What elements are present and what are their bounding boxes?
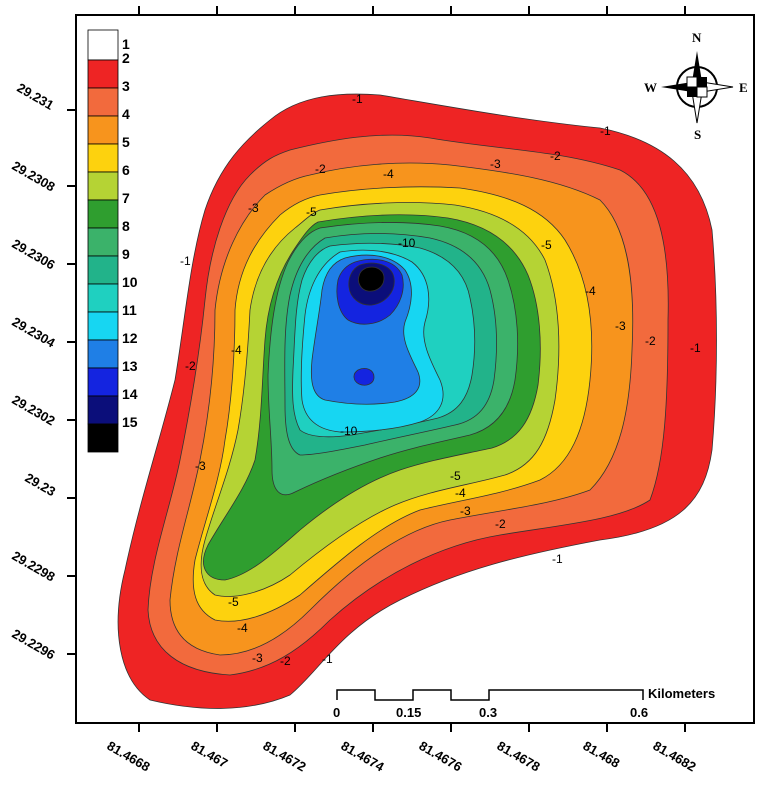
contour-label: -4 (383, 167, 394, 181)
band-13b (353, 368, 375, 386)
contour-label: -2 (550, 149, 561, 163)
compass-east-label: E (739, 80, 748, 95)
contour-label: -1 (600, 124, 611, 138)
compass-rose-icon (661, 51, 734, 124)
contour-label: -2 (185, 359, 196, 373)
bottom-ticks (138, 722, 686, 732)
band-15 (358, 266, 385, 292)
scale-tick-label: 0.15 (396, 705, 422, 720)
scale-tick-label: 0 (333, 705, 341, 720)
contour-label: -1 (352, 92, 363, 106)
contour-label: -5 (450, 469, 461, 483)
legend-label: 6 (122, 162, 130, 178)
top-ticks (138, 6, 686, 16)
left-ticks (67, 109, 77, 655)
scale-bar (336, 689, 644, 701)
contour-label: -2 (645, 334, 656, 348)
legend-label: 5 (122, 134, 130, 150)
contour-label: -4 (237, 621, 248, 635)
contour-label: -3 (252, 651, 263, 665)
legend-label: 7 (122, 190, 130, 206)
legend-label: 4 (122, 106, 130, 122)
legend-label: 13 (122, 358, 138, 374)
legend-label: 3 (122, 78, 130, 94)
contour-label: -5 (228, 595, 239, 609)
contour-label: -3 (248, 201, 259, 215)
legend-label: 11 (122, 302, 137, 318)
contour-label: -5 (541, 238, 552, 252)
compass-south-label: S (694, 127, 702, 142)
contour-label: -5 (306, 205, 317, 219)
contour-bands (117, 93, 717, 709)
contour-label: -10 (398, 236, 416, 250)
compass-west-label: W (644, 80, 657, 95)
contour-label: -1 (180, 254, 191, 268)
legend-label: 2 (122, 50, 130, 66)
legend-label: 10 (122, 274, 138, 290)
legend-label: 8 (122, 218, 130, 234)
contour-label: -3 (460, 504, 471, 518)
scale-unit-label: Kilometers (648, 686, 716, 701)
legend-label: 1 (122, 36, 130, 52)
contour-label: -4 (455, 486, 466, 500)
contour-label: -3 (195, 459, 206, 473)
contour-label: -1 (322, 652, 333, 666)
contour-label: -2 (315, 162, 326, 176)
legend-label: 14 (122, 386, 138, 402)
contour-label: -2 (495, 517, 506, 531)
legend-label: 15 (122, 414, 138, 430)
contour-value-labels: -1 -1 -1 -1 -1 -1 -2 -2 -2 -2 -2 -2 -3 -… (180, 92, 701, 668)
compass-north-label: N (692, 30, 702, 45)
legend-swatches (87, 29, 119, 453)
contour-label: -3 (615, 319, 626, 333)
contour-label: -3 (490, 157, 501, 171)
contour-label: -4 (231, 343, 242, 357)
contour-label: -4 (585, 284, 596, 298)
contour-label: -10 (340, 424, 358, 438)
contour-label: -1 (552, 552, 563, 566)
legend-label: 9 (122, 246, 130, 262)
legend-label: 12 (122, 330, 138, 346)
contour-label: -1 (690, 341, 701, 355)
scale-tick-label: 0.3 (479, 705, 498, 720)
scale-tick-label: 0.6 (630, 705, 649, 720)
contour-label: -2 (280, 654, 291, 668)
